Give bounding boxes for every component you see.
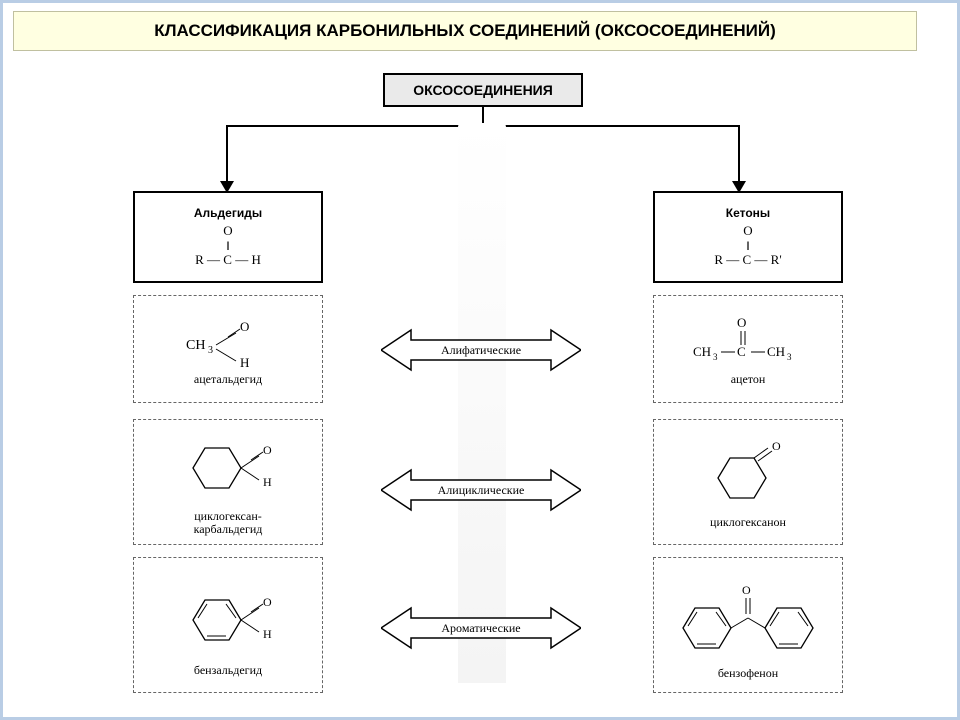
svg-text:CH: CH bbox=[186, 338, 205, 353]
ket-f-mid: ‖ bbox=[714, 239, 781, 254]
structure-benzophenone: O bbox=[663, 570, 833, 665]
ket-f-top: O bbox=[714, 224, 781, 239]
structure-benzaldehyde: O H bbox=[163, 572, 293, 662]
svg-text:3: 3 bbox=[208, 345, 213, 356]
arrow-alicyclic: Алициклические bbox=[381, 465, 581, 515]
diagram-area: ОКСОСОЕДИНЕНИЯ Альдегиды O ‖ R — C — H К… bbox=[63, 63, 903, 703]
aldehydes-formula: O ‖ R — C — H bbox=[195, 224, 261, 269]
col-header-aldehydes: Альдегиды O ‖ R — C — H bbox=[133, 191, 323, 283]
structure-acetone: CH 3 C CH 3 O bbox=[673, 311, 823, 371]
cell-benzophenone: O бензофенон bbox=[653, 557, 843, 693]
structure-cyclohexanone: O bbox=[688, 434, 808, 514]
caption-cyclohexanone: циклогексанон bbox=[710, 516, 786, 529]
cell-cyclohexane-carbaldehyde: O H циклогексан- карбальдегид bbox=[133, 419, 323, 545]
caption-cyclohexane-carbaldehyde: циклогексан- карбальдегид bbox=[194, 510, 263, 536]
ketones-title: Кетоны bbox=[726, 206, 770, 220]
svg-text:H: H bbox=[263, 475, 272, 489]
slide-frame: КЛАССИФИКАЦИЯ КАРБОНИЛЬНЫХ СОЕДИНЕНИЙ (О… bbox=[0, 0, 960, 720]
cell-cyclohexanone: O циклогексанон bbox=[653, 419, 843, 545]
ald-f-top: O bbox=[195, 224, 261, 239]
center-pillar bbox=[458, 123, 506, 683]
root-node: ОКСОСОЕДИНЕНИЯ bbox=[383, 73, 583, 107]
slide-title: КЛАССИФИКАЦИЯ КАРБОНИЛЬНЫХ СОЕДИНЕНИЙ (О… bbox=[13, 11, 917, 51]
caption-acetaldehyde: ацетальдегид bbox=[194, 373, 262, 386]
svg-text:O: O bbox=[742, 583, 751, 597]
svg-text:3: 3 bbox=[713, 352, 718, 362]
title-text: КЛАССИФИКАЦИЯ КАРБОНИЛЬНЫХ СОЕДИНЕНИЙ (О… bbox=[154, 21, 776, 41]
root-label: ОКСОСОЕДИНЕНИЯ bbox=[413, 82, 553, 98]
col-header-ketones: Кетоны O ‖ R — C — R' bbox=[653, 191, 843, 283]
ket-f-main: R — C — R' bbox=[714, 253, 781, 268]
svg-text:O: O bbox=[737, 315, 746, 330]
svg-text:C: C bbox=[737, 344, 746, 359]
caption-benzophenone: бензофенон bbox=[718, 667, 778, 680]
ald-f-main: R — C — H bbox=[195, 253, 261, 268]
svg-text:3: 3 bbox=[787, 352, 792, 362]
svg-text:O: O bbox=[263, 595, 272, 609]
caption-acetone: ацетон bbox=[731, 373, 766, 386]
svg-text:H: H bbox=[263, 627, 272, 641]
svg-text:O: O bbox=[240, 319, 249, 334]
svg-text:H: H bbox=[240, 355, 249, 370]
svg-text:O: O bbox=[263, 443, 272, 457]
arrow-aromatic: Ароматические bbox=[381, 603, 581, 653]
arrow-aliphatic: Алифатические bbox=[381, 325, 581, 375]
caption-benzaldehyde: бензальдегид bbox=[194, 664, 262, 677]
svg-text:CH: CH bbox=[767, 344, 785, 359]
cell-acetone: CH 3 C CH 3 O ацетон bbox=[653, 295, 843, 403]
cell-benzaldehyde: O H бензальдегид bbox=[133, 557, 323, 693]
ald-f-mid: ‖ bbox=[195, 239, 261, 254]
aldehydes-title: Альдегиды bbox=[194, 206, 262, 220]
structure-cyclohexane-carbaldehyde: O H bbox=[163, 428, 293, 508]
svg-text:O: O bbox=[772, 439, 781, 453]
structure-acetaldehyde: CH 3 O H bbox=[168, 311, 288, 371]
cell-acetaldehyde: CH 3 O H ацетальдегид bbox=[133, 295, 323, 403]
svg-text:CH: CH bbox=[693, 344, 711, 359]
ketones-formula: O ‖ R — C — R' bbox=[714, 224, 781, 269]
